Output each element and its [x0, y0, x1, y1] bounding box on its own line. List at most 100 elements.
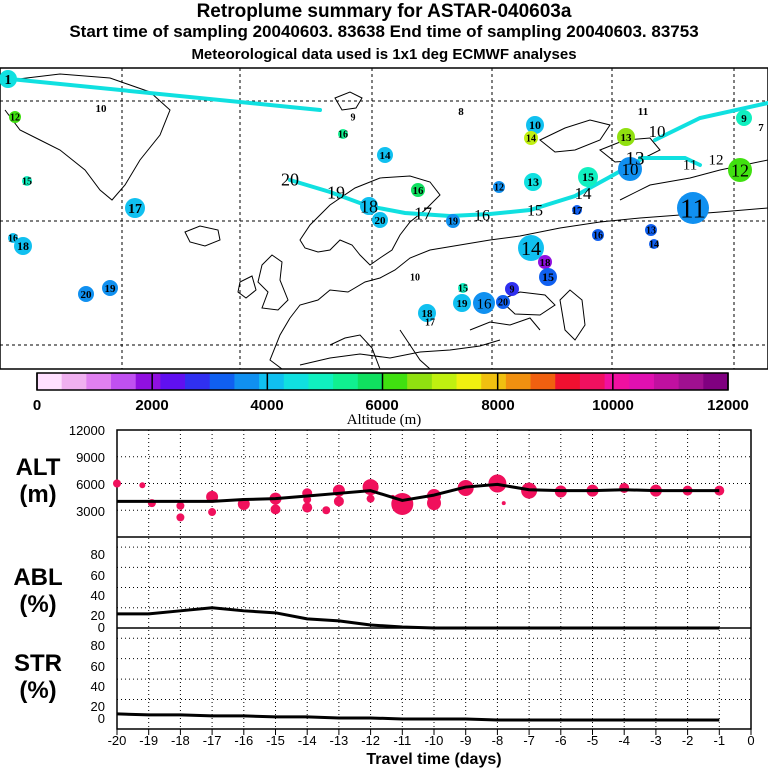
trajectory-segment-main [288, 158, 642, 219]
alt-panel-unit: (m) [19, 481, 56, 508]
time-series-panels: ALT (m) ABL (%) STR (%) 12000 9000 6000 … [13, 423, 754, 768]
map-cluster-label: 19 [327, 182, 345, 202]
map-cluster: 12 [709, 152, 724, 168]
x-tick-label: -18 [171, 733, 190, 748]
map-cluster: 18 [360, 196, 378, 216]
map-cluster-marker [453, 294, 471, 312]
map-cluster-label: 17 [128, 202, 142, 217]
trajectory-segment-east [638, 156, 702, 167]
map-cluster: 12 [728, 158, 752, 182]
alt-cluster-point [333, 496, 344, 507]
map-cluster: 16 [338, 129, 348, 141]
x-tick-label: -1 [714, 733, 726, 748]
colorbar-swatch [604, 373, 630, 390]
map-cluster: 19 [446, 214, 460, 228]
alt-cluster-point [302, 502, 313, 513]
map-cluster-label: 16 [413, 185, 425, 197]
map-cluster: 14 [377, 147, 393, 163]
map-cluster: 8 [458, 106, 464, 118]
map-cluster-marker [102, 280, 118, 296]
alt-panel-label: ALT [16, 454, 61, 481]
map-cluster: 18 [538, 255, 552, 269]
abl-ytick: 80 [91, 547, 105, 562]
map-cluster: 15 [578, 167, 598, 187]
alt-cluster-point [176, 513, 185, 522]
map-cluster-marker [618, 157, 642, 181]
map-cluster-label: 20 [375, 215, 387, 227]
map-cluster-marker [446, 214, 460, 228]
map-cluster: 9 [351, 113, 356, 124]
alt-cluster-point [139, 482, 146, 489]
x-tick-label: -17 [203, 733, 222, 748]
colorbar-swatch [209, 373, 235, 390]
map-cluster: 7 [758, 122, 764, 134]
map-cluster-label: 15 [22, 177, 32, 188]
alt-cluster-point [427, 496, 441, 511]
map-cluster: 10 [410, 273, 420, 284]
map-cluster-label: 9 [510, 285, 515, 296]
map-cluster: 10 [96, 103, 108, 115]
abl-ytick: 40 [91, 588, 105, 603]
str-ytick: 0 [98, 711, 105, 726]
colorbar-tick: 6000 [365, 397, 398, 414]
map-cluster-marker [377, 147, 393, 163]
map-cluster-label: 16 [338, 130, 348, 141]
map-cluster-marker [526, 116, 544, 134]
map-cluster-marker [538, 255, 552, 269]
map-cluster: 19 [453, 294, 471, 312]
map-cluster-marker [125, 198, 145, 218]
map-cluster: 14 [649, 239, 659, 251]
map-cluster: 18 [14, 237, 32, 255]
map-cluster-label: 18 [422, 308, 434, 320]
map-cluster-marker [496, 295, 510, 309]
map-cluster-marker [338, 129, 348, 139]
map-cluster-label: 13 [626, 149, 645, 170]
map-cluster-label: 20 [498, 298, 508, 309]
map-cluster-marker [493, 181, 505, 193]
map-cluster-label: 16 [477, 296, 493, 312]
map-cluster-marker [360, 197, 378, 215]
str-panel-unit: (%) [19, 677, 56, 704]
map-cluster: 14 [518, 235, 544, 261]
x-tick-label: -10 [425, 733, 444, 748]
colorbar-tick: 0 [33, 397, 41, 414]
x-tick-label: -2 [682, 733, 694, 748]
colorbar-swatch [308, 373, 334, 390]
map-cluster-marker [539, 268, 557, 286]
colorbar-swatches [36, 373, 729, 390]
y-tick-labels: 12000 9000 6000 3000 80 60 40 20 0 80 60… [69, 423, 105, 726]
map-cluster-label: 15 [458, 284, 468, 295]
map-cluster-label: 18 [540, 257, 552, 269]
x-tick-label: -12 [361, 733, 380, 748]
abl-line [117, 606, 720, 630]
alt-ytick: 12000 [69, 423, 105, 438]
map-cluster: 14 [575, 184, 593, 203]
map-cluster: 20 [496, 295, 510, 309]
x-tick-label: -9 [460, 733, 472, 748]
map-cluster-marker [78, 286, 94, 302]
sampling-times: Start time of sampling 20040603. 83638 E… [69, 22, 699, 41]
map-cluster-label: 9 [741, 113, 747, 125]
str-ytick: 60 [91, 659, 105, 674]
map-cluster: 13 [645, 224, 657, 237]
page-title: Retroplume summary for ASTAR-040603a [196, 1, 572, 22]
colorbar-swatch [234, 373, 260, 390]
map-cluster-marker [518, 235, 544, 261]
x-tick-label: -7 [523, 733, 535, 748]
map-cluster-label: 18 [17, 239, 29, 253]
map-cluster-marker [473, 292, 495, 314]
map-cluster-label: 11 [683, 157, 697, 173]
map-cluster: 20 [78, 286, 94, 302]
map-cluster: 17 [414, 203, 432, 223]
map-cluster: 16 [411, 183, 425, 197]
map-cluster-label: 20 [81, 289, 93, 301]
colorbar-swatch [407, 373, 433, 390]
map-cluster-label: 11 [638, 106, 648, 118]
colorbar-tick: 10000 [592, 397, 634, 414]
str-line [116, 712, 720, 722]
map-cluster-marker [418, 304, 436, 322]
colorbar-swatch [259, 373, 285, 390]
map-cluster-label: 16 [593, 231, 603, 242]
map-cluster-label: 12 [731, 160, 749, 180]
